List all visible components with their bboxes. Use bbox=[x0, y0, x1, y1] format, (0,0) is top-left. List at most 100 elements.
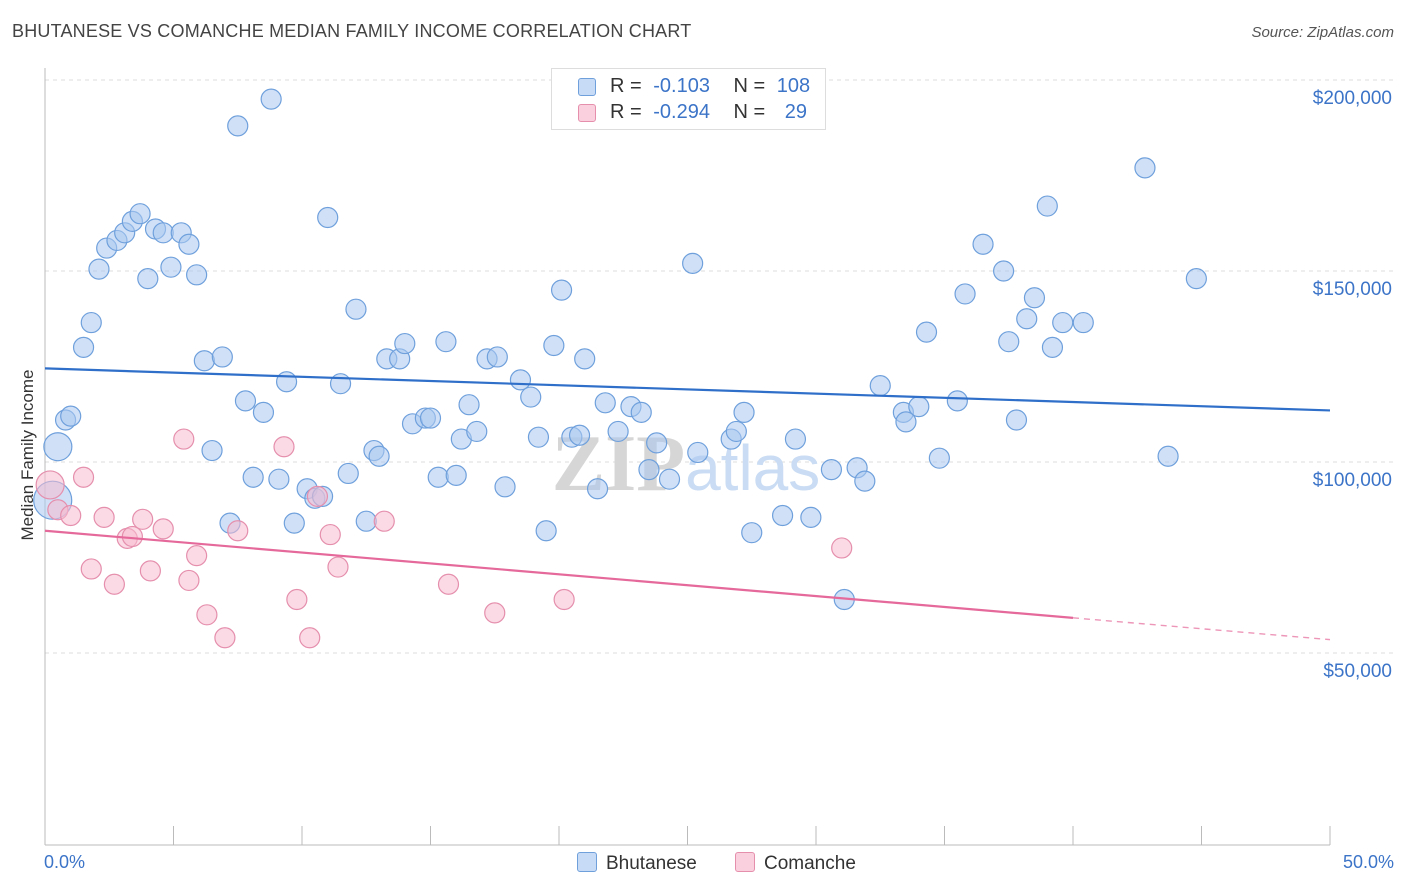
bhutanese-point bbox=[854, 470, 876, 492]
y-tick-label: $200,000 bbox=[1313, 88, 1392, 109]
r-value: -0.103 bbox=[653, 75, 710, 97]
legend-item-bhutanese: Bhutanese bbox=[577, 852, 697, 875]
comanche-point bbox=[484, 602, 506, 624]
comanche-point bbox=[72, 466, 95, 488]
comanche-point bbox=[196, 604, 218, 626]
bhutanese-point bbox=[687, 441, 709, 464]
comanche-point bbox=[152, 518, 174, 540]
bhutanese-point bbox=[658, 468, 681, 490]
r-value: -0.294 bbox=[653, 101, 710, 123]
bhutanese-point bbox=[80, 311, 102, 334]
comanche-legend-swatch bbox=[735, 852, 755, 872]
comanche-point bbox=[214, 627, 236, 649]
bhutanese-legend-label: Bhutanese bbox=[606, 853, 697, 874]
bhutanese-point bbox=[972, 233, 994, 255]
bhutanese-point bbox=[494, 476, 516, 498]
bhutanese-point bbox=[741, 522, 763, 544]
bhutanese-point bbox=[535, 520, 557, 542]
y-tick-label: $150,000 bbox=[1313, 279, 1392, 300]
bhutanese-point bbox=[725, 420, 747, 443]
bhutanese-point bbox=[486, 346, 508, 368]
bhutanese-point bbox=[355, 510, 377, 532]
bhutanese-points bbox=[33, 88, 1207, 611]
bhutanese-point bbox=[234, 390, 257, 412]
comanche-point bbox=[373, 510, 395, 532]
bhutanese-point bbox=[895, 411, 917, 433]
n-label: N = bbox=[733, 101, 766, 123]
bhutanese-point bbox=[1185, 268, 1207, 290]
comanche-point bbox=[178, 569, 200, 592]
bhutanese-point bbox=[88, 258, 110, 280]
bhutanese-point bbox=[72, 336, 95, 358]
bhutanese-point bbox=[211, 346, 233, 368]
bhutanese-point bbox=[186, 264, 208, 286]
y-tick-labels: $50,000 $100,000 $150,000 $200,000 bbox=[1313, 88, 1392, 682]
bhutanese-point bbox=[915, 321, 938, 343]
bhutanese-point bbox=[466, 420, 488, 443]
bhutanese-point bbox=[543, 334, 565, 357]
bhutanese-point bbox=[520, 386, 542, 408]
comanche-point bbox=[306, 485, 329, 507]
bhutanese-point bbox=[137, 268, 159, 290]
bhutanese-point bbox=[435, 331, 457, 353]
bhutanese-point bbox=[646, 432, 668, 454]
bhutanese-point bbox=[337, 462, 359, 485]
comanche-point bbox=[553, 588, 575, 611]
comanche-point bbox=[35, 470, 65, 500]
comanche-point bbox=[93, 506, 115, 528]
comanche-point bbox=[831, 537, 853, 559]
n-value: 108 bbox=[776, 75, 811, 97]
bhutanese-point bbox=[317, 206, 339, 229]
comanche-point bbox=[286, 588, 308, 611]
bhutanese-point bbox=[201, 439, 223, 462]
bhutanese-point bbox=[820, 459, 843, 481]
comanche-point bbox=[139, 560, 161, 582]
bhutanese-point bbox=[1036, 195, 1058, 217]
bhutanese-point bbox=[129, 203, 151, 225]
y-tick-label: $50,000 bbox=[1323, 661, 1392, 682]
bhutanese-point bbox=[445, 464, 467, 486]
legend-item-comanche: Comanche bbox=[735, 852, 856, 875]
comanche-trend-extension bbox=[1072, 617, 1331, 641]
bhutanese-point bbox=[509, 369, 532, 391]
bhutanese-point bbox=[607, 420, 629, 443]
bhutanese-legend-swatch bbox=[577, 852, 597, 872]
bhutanese-point bbox=[60, 405, 82, 427]
bhutanese-point bbox=[1134, 157, 1156, 179]
gridlines bbox=[45, 79, 1395, 654]
bhutanese-point bbox=[946, 390, 968, 412]
bhutanese-point bbox=[928, 447, 950, 469]
comanche-point bbox=[437, 573, 460, 595]
bhutanese-point bbox=[1005, 409, 1028, 431]
bhutanese-point bbox=[427, 466, 449, 488]
bhutanese-point bbox=[329, 373, 352, 395]
bhutanese-point bbox=[242, 466, 264, 488]
bhutanese-trend-line bbox=[44, 367, 1331, 412]
bhutanese-point bbox=[227, 115, 249, 137]
bhutanese-point bbox=[260, 88, 282, 110]
bhutanese-point bbox=[574, 348, 596, 370]
bhutanese-point bbox=[268, 468, 290, 490]
r-label: R = bbox=[610, 75, 642, 97]
bhutanese-point bbox=[993, 260, 1015, 282]
source-label: Source: ZipAtlas.com bbox=[1251, 24, 1394, 41]
comanche-point bbox=[227, 520, 249, 542]
comanche-point bbox=[327, 556, 349, 578]
bhutanese-point bbox=[1157, 445, 1179, 467]
bhutanese-point bbox=[908, 396, 930, 418]
comanche-point bbox=[173, 428, 195, 450]
y-tick-label: $100,000 bbox=[1313, 470, 1392, 491]
x-tick-max: 50.0% bbox=[1342, 852, 1394, 872]
bhutanese-point bbox=[998, 331, 1020, 353]
bhutanese-point bbox=[784, 428, 807, 450]
bhutanese-point bbox=[869, 375, 891, 397]
bhutanese-point bbox=[1072, 311, 1094, 334]
n-value: 29 bbox=[784, 101, 808, 123]
bhutanese-point bbox=[1041, 336, 1064, 358]
comanche-swatch bbox=[578, 104, 596, 122]
bhutanese-swatch bbox=[578, 78, 596, 96]
bhutanese-point bbox=[682, 252, 704, 274]
n-label: N = bbox=[733, 75, 766, 97]
bhutanese-point bbox=[1052, 311, 1074, 334]
bhutanese-point bbox=[568, 424, 591, 446]
